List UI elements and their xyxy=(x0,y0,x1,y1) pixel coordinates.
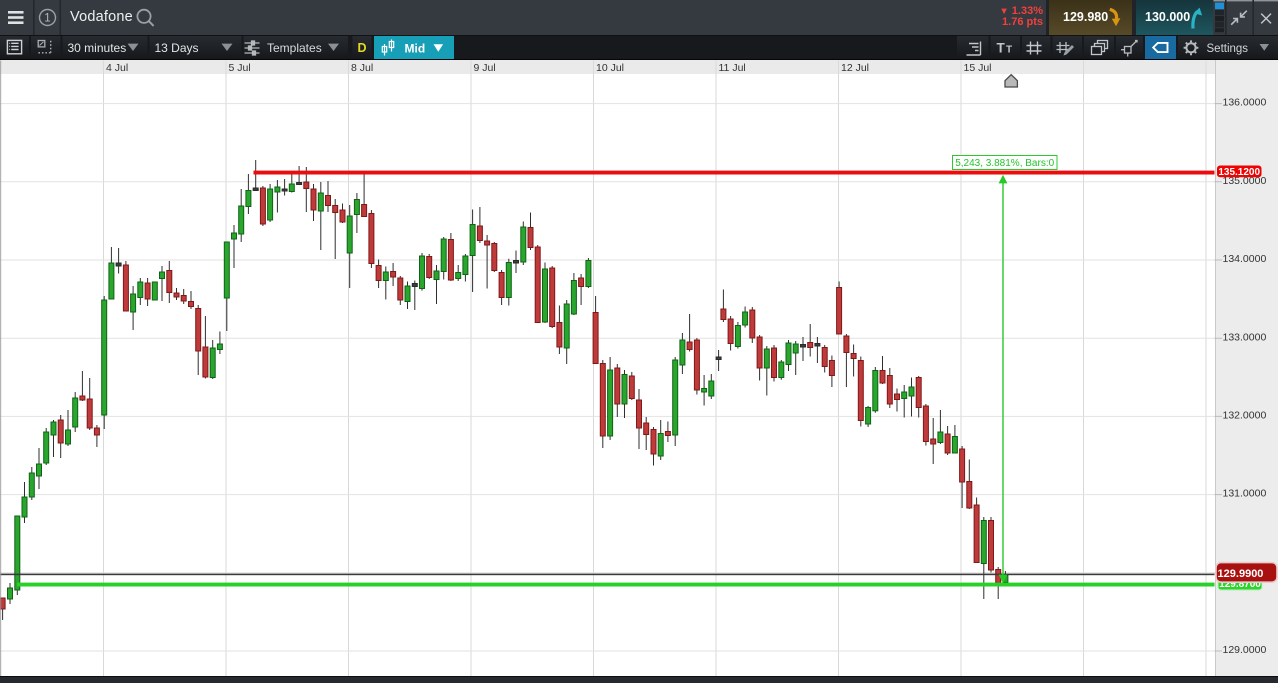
svg-text:30 minutes: 30 minutes xyxy=(68,41,127,55)
svg-text:9 Jul: 9 Jul xyxy=(474,62,496,74)
svg-text:1: 1 xyxy=(44,13,50,25)
svg-text:136.0000: 136.0000 xyxy=(1223,97,1267,109)
svg-text:8 Jul: 8 Jul xyxy=(351,62,373,74)
svg-text:T: T xyxy=(1006,45,1012,56)
svg-text:Templates: Templates xyxy=(267,41,322,55)
svg-text:5,243, 3.881%, Bars:0: 5,243, 3.881%, Bars:0 xyxy=(955,158,1054,169)
svg-text:134.0000: 134.0000 xyxy=(1223,253,1267,265)
svg-text:129.0000: 129.0000 xyxy=(1223,644,1267,656)
svg-text:13 Days: 13 Days xyxy=(155,41,199,55)
svg-text:4 Jul: 4 Jul xyxy=(106,62,128,74)
svg-text:131.0000: 131.0000 xyxy=(1223,488,1267,500)
svg-text:133.0000: 133.0000 xyxy=(1223,331,1267,343)
svg-text:129.9900: 129.9900 xyxy=(1218,568,1264,580)
svg-text:12 Jul: 12 Jul xyxy=(841,62,869,74)
svg-text:Mid: Mid xyxy=(405,41,426,55)
svg-text:135.1200: 135.1200 xyxy=(1218,167,1260,178)
svg-text:135.0000: 135.0000 xyxy=(1223,175,1267,187)
svg-text:129.8700: 129.8700 xyxy=(1219,579,1261,590)
svg-text:11 Jul: 11 Jul xyxy=(719,62,746,74)
svg-text:D: D xyxy=(358,41,367,55)
svg-text:132.0000: 132.0000 xyxy=(1223,410,1267,422)
svg-text:T: T xyxy=(997,41,1006,56)
svg-text:10 Jul: 10 Jul xyxy=(596,62,624,74)
svg-text:15 Jul: 15 Jul xyxy=(964,62,992,74)
svg-text:5 Jul: 5 Jul xyxy=(229,62,251,74)
svg-text:Settings: Settings xyxy=(1207,43,1249,55)
